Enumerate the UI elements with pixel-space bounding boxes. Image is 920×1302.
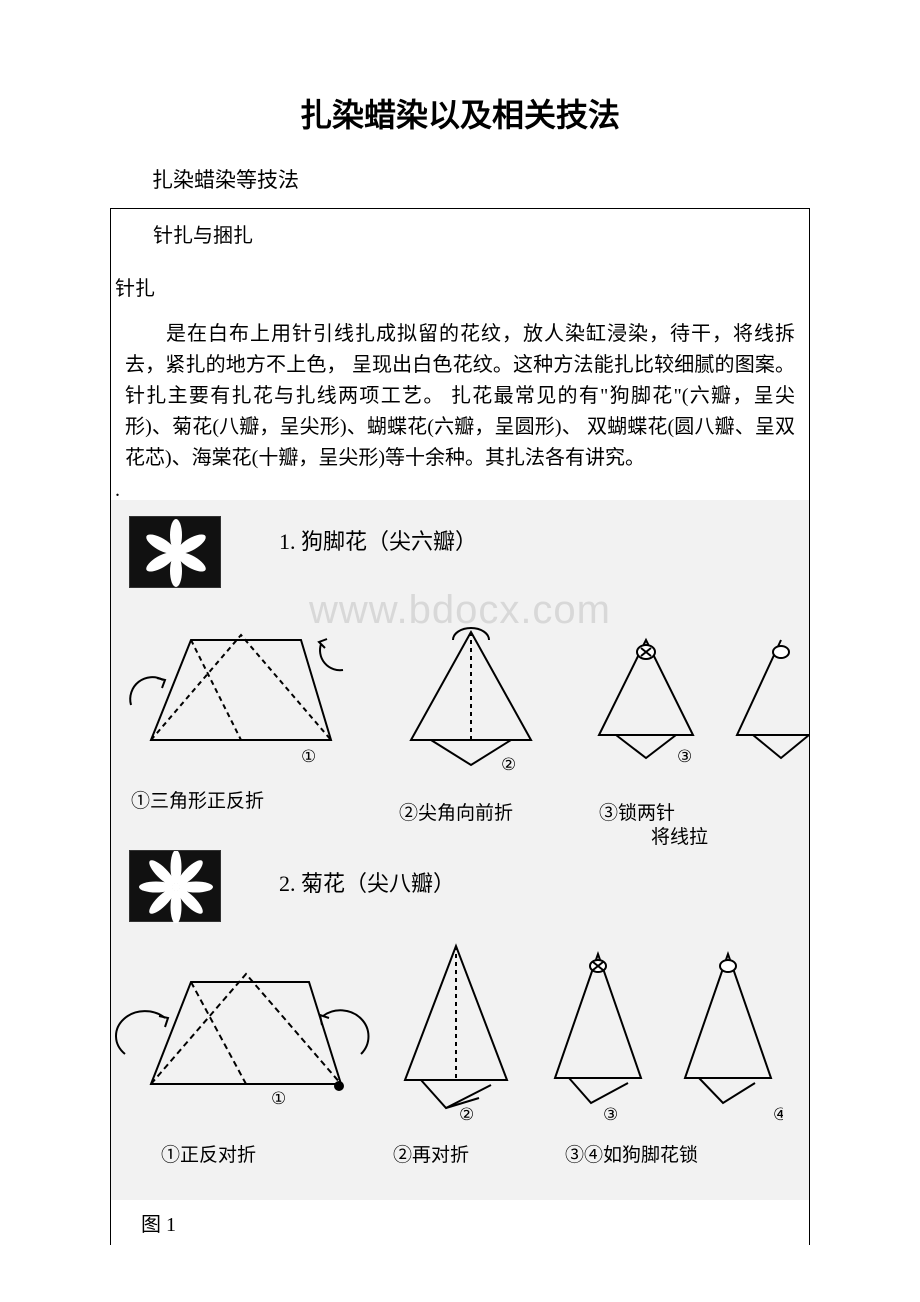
svg-text:③: ③ bbox=[677, 747, 692, 766]
pattern1-step4-diagram bbox=[731, 630, 809, 780]
content-box: 针扎与捆扎 针扎 是在白布上用针引线扎成拟留的花纹，放人染缸浸染，待干，将线拆去… bbox=[110, 208, 810, 1245]
pattern2-step34-label: ③④如狗脚花锁 bbox=[565, 1140, 698, 1167]
pattern2-step3-diagram: ③ bbox=[543, 948, 653, 1128]
pattern2-step1-label: ①正反对折 bbox=[161, 1140, 256, 1167]
pattern2-step2-label: ②再对折 bbox=[393, 1140, 469, 1167]
pattern2-step2-diagram: ② bbox=[391, 940, 521, 1130]
pattern1-step2-diagram: ② bbox=[391, 620, 551, 780]
pattern2-step4-diagram: ④ bbox=[673, 948, 783, 1128]
svg-text:④: ④ bbox=[773, 1105, 783, 1124]
figure-label: 图 1 bbox=[111, 1200, 809, 1245]
section-header: 针扎与捆扎 bbox=[111, 209, 809, 254]
body-paragraph: 是在白布上用针引线扎成拟留的花纹，放人染缸浸染，待干，将线拆去，紧扎的地方不上色… bbox=[111, 305, 809, 484]
svg-text:③: ③ bbox=[603, 1105, 618, 1124]
pattern-1-title: 1. 狗脚花（尖六瓣） bbox=[279, 524, 477, 556]
pattern1-step3b-label: 将线拉 bbox=[651, 822, 708, 849]
method-name: 针扎 bbox=[111, 254, 809, 305]
document-title: 扎染蜡染以及相关技法 bbox=[110, 90, 810, 136]
figure-area: www.bdocx.com 1. 狗脚花（尖六瓣） bbox=[111, 500, 809, 1200]
pattern1-step1-diagram: ① bbox=[121, 610, 351, 780]
svg-text:②: ② bbox=[501, 755, 516, 774]
pattern-2-block: 2. 菊花（尖八瓣） ① ①正反对折 bbox=[111, 848, 809, 1188]
flower-icon-2 bbox=[129, 850, 221, 922]
pattern2-step1-diagram: ① bbox=[111, 944, 371, 1124]
pattern1-step2-label: ②尖角向前折 bbox=[399, 798, 513, 825]
pattern1-step3-label: ③锁两针 bbox=[599, 798, 675, 825]
pattern-1-block: 1. 狗脚花（尖六瓣） ① ①三角形正反折 bbox=[111, 510, 809, 840]
flower-icon-1 bbox=[129, 516, 221, 588]
svg-text:①: ① bbox=[301, 747, 316, 766]
pattern1-step1-label: ①三角形正反折 bbox=[131, 786, 264, 813]
paragraph-text: 是在白布上用针引线扎成拟留的花纹，放人染缸浸染，待干，将线拆去，紧扎的地方不上色… bbox=[125, 323, 795, 469]
svg-text:①: ① bbox=[271, 1089, 286, 1108]
svg-text:②: ② bbox=[459, 1105, 474, 1124]
dot-marker: . bbox=[111, 484, 809, 496]
pattern-2-title: 2. 菊花（尖八瓣） bbox=[279, 866, 455, 898]
pattern1-step3-diagram: ③ bbox=[581, 630, 711, 780]
document-subtitle: 扎染蜡染等技法 bbox=[152, 164, 810, 194]
